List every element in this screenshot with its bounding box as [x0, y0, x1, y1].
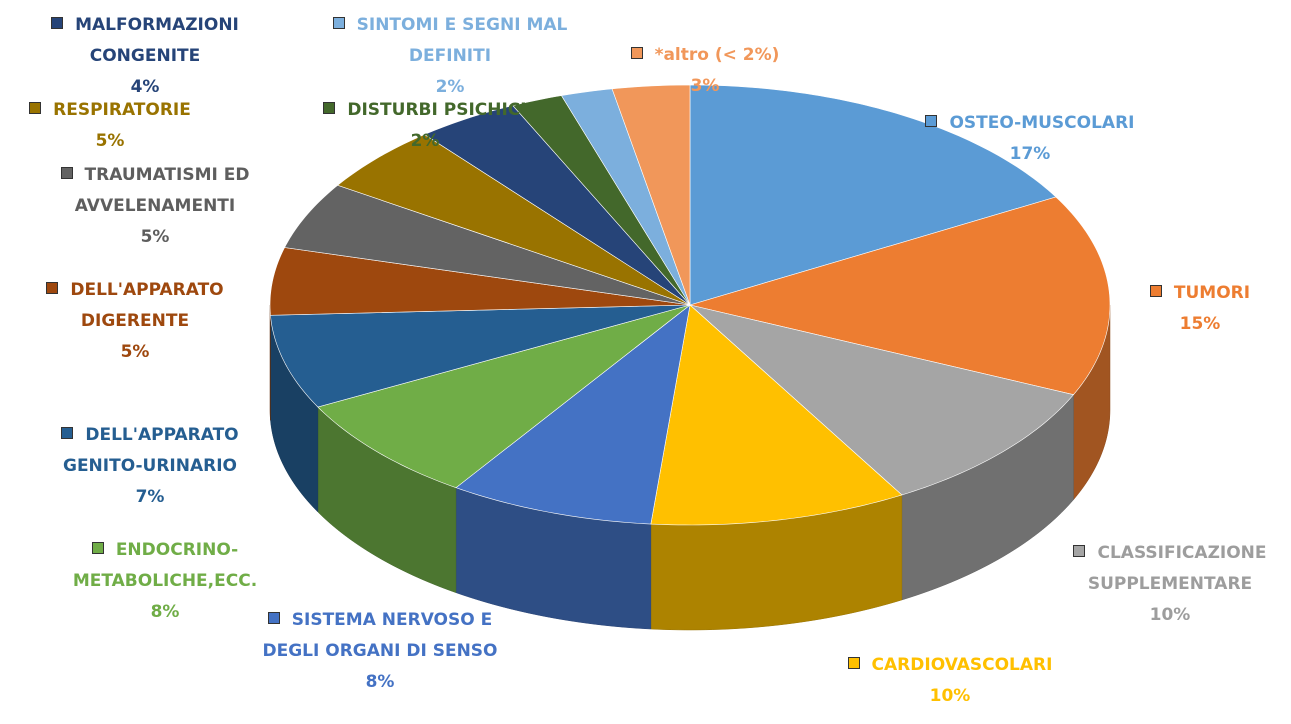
category-label: ENDOCRINO-METABOLICHE,ECC. — [72, 540, 258, 591]
slice — [611, 84, 691, 306]
slice — [317, 304, 691, 489]
slice — [560, 88, 691, 306]
value-label: 10% — [929, 686, 971, 706]
value-label: 5% — [120, 342, 150, 362]
data-label: *altro (< 2%) 3% — [605, 40, 805, 102]
value-label: 3% — [690, 76, 720, 96]
data-label: SISTEMA NERVOSO E DEGLI ORGANI DI SENSO 8… — [245, 605, 515, 698]
value-label: 8% — [150, 602, 180, 622]
legend-marker — [847, 657, 860, 669]
value-label: 15% — [1179, 314, 1221, 334]
data-label: MALFORMAZIONI CONGENITE 4% — [15, 10, 275, 103]
slice — [423, 105, 691, 306]
category-label: SINTOMI E SEGNI MAL DEFINITI — [356, 15, 568, 66]
category-label: DISTURBI PSICHICI — [347, 100, 527, 120]
legend-marker — [1149, 285, 1162, 297]
slice — [650, 304, 903, 526]
slice — [689, 304, 1075, 496]
data-label: OSTEO-MUSCOLARI 17% — [880, 108, 1180, 170]
data-label: CARDIOVASCOLARI 10% — [810, 650, 1090, 712]
data-label: SINTOMI E SEGNI MAL DEFINITI 2% — [310, 10, 590, 103]
data-label: TRAUMATISMI ED AVVELENAMENTI 5% — [25, 160, 285, 253]
data-label: CLASSIFICAZIONE SUPPLEMENTARE 10% — [1055, 538, 1285, 631]
legend-marker — [925, 115, 938, 127]
legend-marker — [332, 17, 345, 29]
data-label: DELL'APPARATO DIGERENTE 5% — [15, 275, 255, 368]
slice — [512, 95, 691, 306]
category-label: MALFORMAZIONI CONGENITE — [75, 15, 239, 66]
value-label: 5% — [95, 131, 125, 151]
legend-marker — [46, 282, 59, 294]
category-label: RESPIRATORIE — [53, 100, 191, 120]
slice — [688, 196, 1111, 396]
value-label: 7% — [135, 487, 165, 507]
data-label: RESPIRATORIE 5% — [10, 95, 210, 157]
data-label: DELL'APPARATO GENITO-URINARIO 7% — [20, 420, 280, 513]
category-label: SISTEMA NERVOSO E DEGLI ORGANI DI SENSO — [262, 610, 498, 661]
legend-marker — [267, 612, 280, 624]
legend-marker — [29, 102, 42, 114]
slice — [455, 304, 691, 525]
legend-marker — [61, 427, 74, 439]
category-label: OSTEO-MUSCOLARI — [949, 113, 1135, 133]
category-label: DELL'APPARATO GENITO-URINARIO — [62, 425, 239, 476]
legend-marker — [1073, 545, 1086, 557]
category-label: TRAUMATISMI ED AVVELENAMENTI — [74, 165, 250, 216]
slice — [689, 84, 1057, 306]
category-label: DELL'APPARATO DIGERENTE — [70, 280, 224, 331]
category-label: CLASSIFICAZIONE SUPPLEMENTARE — [1087, 543, 1267, 594]
legend-marker — [323, 102, 336, 114]
value-label: 10% — [1149, 605, 1191, 625]
slice — [284, 184, 691, 306]
slice — [269, 247, 691, 316]
legend-marker — [630, 47, 643, 59]
category-label: *altro (< 2%) — [654, 45, 780, 65]
value-label: 4% — [130, 77, 160, 97]
legend-marker — [91, 542, 104, 554]
value-label: 8% — [365, 672, 395, 692]
data-label: ENDOCRINO-METABOLICHE,ECC. 8% — [50, 535, 280, 628]
category-label: TUMORI — [1173, 283, 1251, 303]
value-label: 2% — [410, 131, 440, 151]
value-label: 5% — [140, 227, 170, 247]
legend-marker — [51, 17, 64, 29]
category-label: CARDIOVASCOLARI — [871, 655, 1053, 675]
slice — [337, 134, 691, 306]
data-label: DISTURBI PSICHICI 2% — [295, 95, 555, 157]
legend-marker — [60, 167, 73, 179]
value-label: 17% — [1009, 144, 1051, 164]
value-label: 2% — [435, 77, 465, 97]
data-label: TUMORI 15% — [1125, 278, 1275, 340]
slice — [270, 304, 691, 408]
